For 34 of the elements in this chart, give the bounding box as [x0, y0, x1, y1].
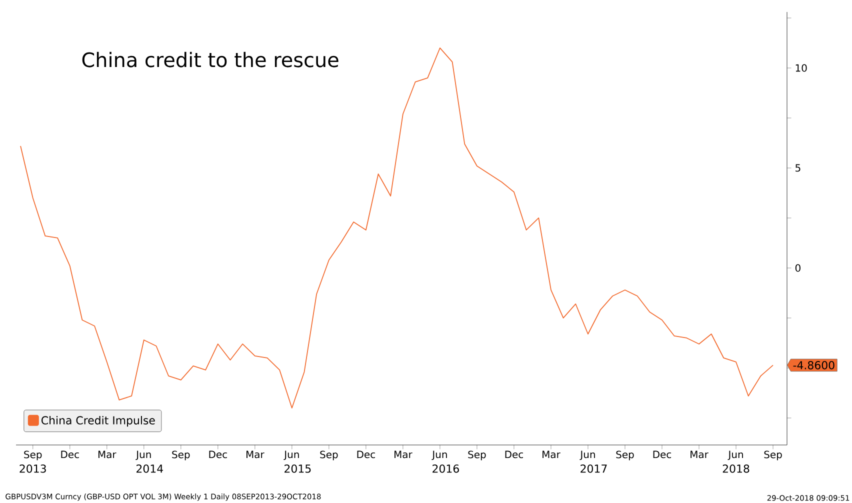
x-tick-label: Jun — [284, 450, 299, 460]
x-tick-label: Mar — [394, 450, 412, 458]
x-tick-label: Sep — [764, 450, 782, 460]
x-tick-label: Sep — [172, 450, 190, 460]
x-tick-label: Jun — [136, 450, 151, 460]
x-tick-label: Jun — [580, 450, 595, 460]
x2-tick-label: 2017 — [580, 464, 607, 473]
x-tick-label: Mar — [542, 450, 560, 458]
x2-tick-label: 2016 — [432, 464, 459, 473]
x2-tick-label: 2015 — [284, 464, 311, 473]
x-tick-label: Mar — [98, 450, 116, 458]
y-tick-label: 0 — [795, 264, 800, 272]
x-tick-label: Dec — [357, 450, 375, 458]
x-tick-label: Jun — [432, 450, 447, 460]
x-tick-label: Dec — [61, 450, 79, 458]
legend-label: China Credit Impulse — [42, 416, 155, 427]
x-tick-label: Sep — [320, 450, 338, 460]
line-series — [20, 48, 774, 408]
x-tick-label: Dec — [209, 450, 227, 458]
x-tick-label: Mar — [690, 450, 708, 458]
x-tick-label: Sep — [468, 450, 486, 460]
x-tick-label: Sep — [616, 450, 634, 460]
x2-tick-label: 2013 — [20, 464, 46, 473]
data-label: -4.8600 — [793, 361, 834, 370]
x2-tick-label: 2014 — [136, 464, 163, 473]
text: China credit to the rescue — [82, 52, 338, 68]
x-tick-label: Mar — [246, 450, 264, 458]
y-tick-label: 10 — [796, 64, 807, 72]
x-tick-label: Dec — [653, 450, 672, 458]
x-tick-label: Sep — [24, 450, 42, 460]
x-tick-label: Dec — [505, 450, 523, 458]
x2-tick-label: 2018 — [722, 464, 750, 473]
x-tick-label: Jun — [728, 450, 743, 460]
y-tick-label: 5 — [796, 164, 800, 172]
